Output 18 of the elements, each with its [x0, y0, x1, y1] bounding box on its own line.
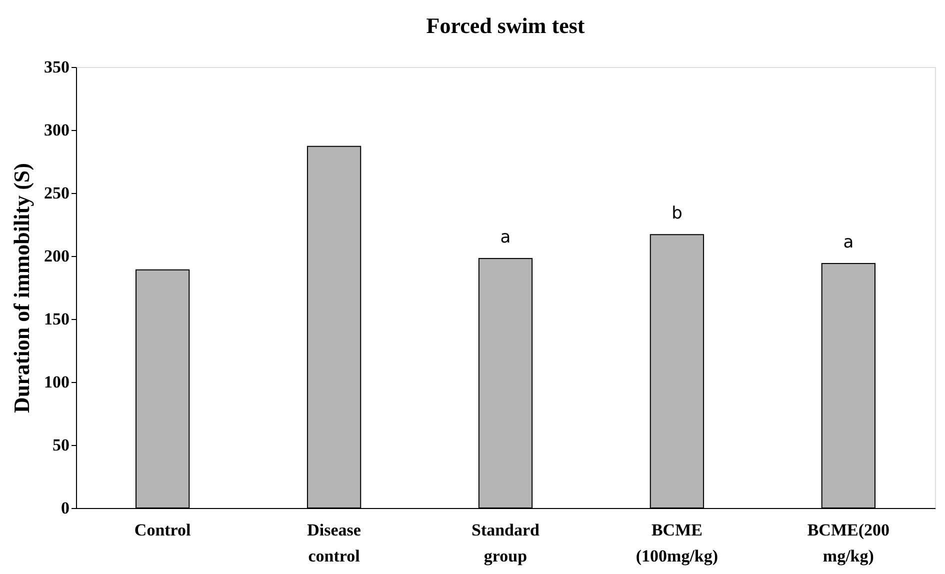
- y-tick-label: 0: [61, 498, 70, 518]
- annotation: a: [500, 228, 511, 248]
- y-tick-label: 100: [44, 372, 70, 392]
- y-tick-label: 200: [44, 246, 70, 266]
- x-tick-label: Disease control: [307, 520, 362, 566]
- y-tick-label: 250: [44, 184, 70, 202]
- x-tick-label: BCME (100mg/kg): [636, 520, 718, 566]
- y-tick-label: 50: [52, 436, 70, 454]
- y-tick-label: 150: [44, 310, 70, 328]
- x-tick-label: BCME(200 mg/kg): [807, 520, 890, 566]
- y-tick-label: 300: [44, 120, 70, 140]
- x-tick-label: Control: [134, 520, 192, 540]
- y-tick-label: 350: [44, 58, 70, 76]
- annotation: a: [843, 232, 854, 253]
- x-tick-label: Standard group: [471, 520, 540, 566]
- y-axis-title: Duration of immobility (S): [9, 163, 34, 413]
- chart-title: Forced swim test: [426, 13, 586, 38]
- annotation: b: [672, 204, 682, 224]
